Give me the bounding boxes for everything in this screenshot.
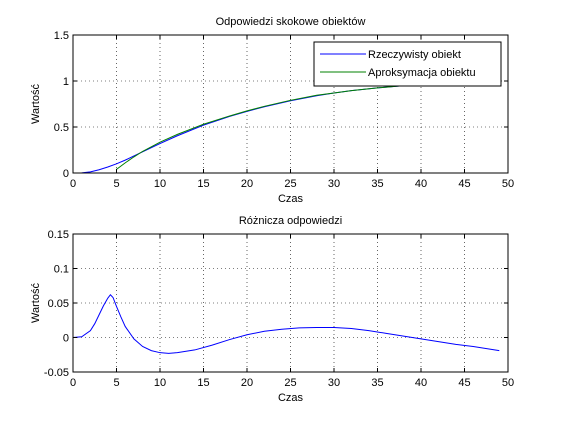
top-series-group xyxy=(72,84,422,174)
x-tick-label: 45 xyxy=(458,178,470,190)
x-tick-label: 40 xyxy=(415,178,427,190)
x-tick-label: 0 xyxy=(70,178,76,190)
x-tick-label: 50 xyxy=(502,377,514,389)
top-legend[interactable]: Rzeczywisty obiekt Aproksymacja obiektu xyxy=(313,41,502,87)
y-tick-label: 0.15 xyxy=(48,229,69,241)
y-tick-label: -0.05 xyxy=(44,367,69,379)
x-tick-label: 15 xyxy=(197,178,209,190)
bottom-y-axis-label: Wartość xyxy=(30,283,42,323)
x-tick-label: 45 xyxy=(458,377,470,389)
legend-label-approx: Aproksymacja obiektu xyxy=(368,67,476,79)
series-line-approx xyxy=(116,84,422,173)
x-tick-label: 50 xyxy=(502,178,514,190)
x-tick-label: 30 xyxy=(328,178,340,190)
x-tick-label: 35 xyxy=(371,377,383,389)
x-tick-label: 10 xyxy=(154,178,166,190)
series-line-difference xyxy=(72,293,500,354)
y-tick-label: 1 xyxy=(63,76,69,88)
x-tick-label: 40 xyxy=(415,377,427,389)
y-tick-label: 1.5 xyxy=(54,30,69,42)
top-axes: 0 5 10 15 20 25 30 35 40 45 50 0 0.5 1 1.5 Odpowiedzi … xyxy=(30,16,514,205)
y-tick-label: 0 xyxy=(63,168,69,180)
x-tick-label: 35 xyxy=(371,178,383,190)
top-y-axis-label: Wartość xyxy=(30,84,42,124)
y-tick-label: 0.1 xyxy=(54,264,69,276)
bottom-grid xyxy=(73,234,508,372)
y-tick-label: 0.05 xyxy=(48,298,69,310)
x-tick-label: 25 xyxy=(284,178,296,190)
bottom-chart-title: Różnicza odpowiedzi xyxy=(239,215,342,227)
legend-box xyxy=(313,41,502,87)
top-chart-title: Odpowiedzi skokowe obiektów xyxy=(216,16,366,28)
top-x-axis-label: Czas xyxy=(278,193,304,205)
legend-label-real: Rzeczywisty obiekt xyxy=(368,49,461,61)
x-tick-label: 20 xyxy=(241,178,253,190)
x-tick-label: 0 xyxy=(70,377,76,389)
bottom-series-group xyxy=(72,293,500,354)
top-grid xyxy=(73,35,508,173)
x-tick-label: 25 xyxy=(284,377,296,389)
x-tick-label: 5 xyxy=(113,377,119,389)
x-tick-label: 20 xyxy=(241,377,253,389)
y-tick-label: 0.5 xyxy=(54,122,69,134)
top-ticks: 0 5 10 15 20 25 30 35 40 45 50 0 0.5 1 1.5 xyxy=(54,30,514,190)
y-tick-label: 0 xyxy=(63,333,69,345)
x-tick-label: 30 xyxy=(328,377,340,389)
x-tick-label: 10 xyxy=(154,377,166,389)
x-tick-label: 15 xyxy=(197,377,209,389)
bottom-x-axis-label: Czas xyxy=(278,392,304,404)
x-tick-label: 5 xyxy=(113,178,119,190)
